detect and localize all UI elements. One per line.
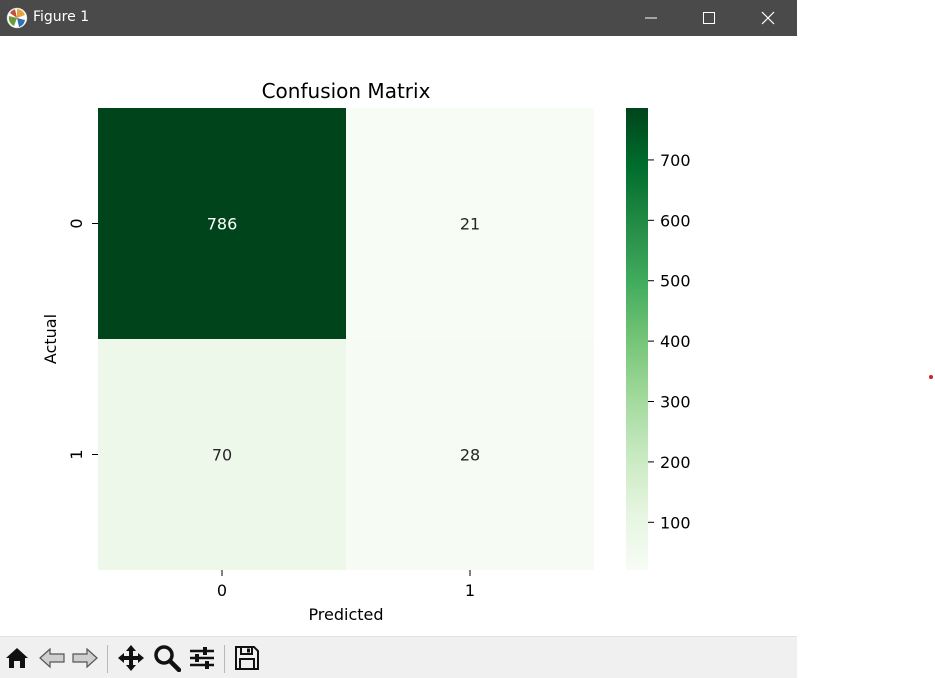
window-title: Figure 1 xyxy=(33,9,90,25)
zoom-button[interactable] xyxy=(152,643,182,673)
colorbar xyxy=(626,108,648,570)
toolbar-separator xyxy=(224,645,225,673)
back-button[interactable] xyxy=(37,643,67,673)
magnifier-icon xyxy=(154,645,181,672)
sliders-icon xyxy=(190,647,214,669)
y-tick-label: 1 xyxy=(67,449,86,459)
colorbar-tick-label: 700 xyxy=(660,151,691,170)
close-icon xyxy=(761,11,775,25)
colorbar-tick-label: 500 xyxy=(660,272,691,291)
forward-arrow-icon xyxy=(72,647,98,669)
y-axis: 01 xyxy=(67,218,98,460)
cell-value-label: 28 xyxy=(460,446,480,465)
home-button[interactable] xyxy=(2,643,32,673)
back-arrow-icon xyxy=(39,647,65,669)
x-axis-label: Predicted xyxy=(308,605,383,624)
home-icon xyxy=(6,648,28,668)
y-tick-label: 0 xyxy=(67,218,86,228)
maximize-button[interactable] xyxy=(680,0,738,36)
title-bar[interactable]: Figure 1 xyxy=(0,0,797,36)
colorbar-tick-label: 600 xyxy=(660,211,691,230)
colorbar-tick-label: 300 xyxy=(660,393,691,412)
colorbar-tick-label: 400 xyxy=(660,332,691,351)
chart-title: Confusion Matrix xyxy=(262,79,431,103)
marker-dot xyxy=(929,375,933,379)
floppy-disk-icon xyxy=(235,646,259,670)
heatmap-cell xyxy=(98,339,346,570)
matplotlib-icon xyxy=(6,7,28,29)
configure-subplots-button[interactable] xyxy=(187,643,217,673)
cell-value-label: 21 xyxy=(460,215,480,234)
x-tick-label: 1 xyxy=(465,581,475,600)
heatmap: 786 21 70 28 xyxy=(98,108,594,570)
heatmap-cell xyxy=(346,339,594,570)
heatmap-cell xyxy=(346,108,594,339)
colorbar-ticks: 100 200 300 400 500 600 700 xyxy=(648,151,691,532)
minimize-icon xyxy=(645,17,657,19)
close-button[interactable] xyxy=(739,0,797,36)
toolbar-separator xyxy=(107,645,108,673)
pan-button[interactable] xyxy=(116,643,146,673)
colorbar-tick-label: 200 xyxy=(660,453,691,472)
maximize-icon xyxy=(703,12,715,24)
minimize-button[interactable] xyxy=(622,0,680,36)
save-button[interactable] xyxy=(232,643,262,673)
y-axis-label: Actual xyxy=(41,314,60,364)
colorbar-tick-label: 100 xyxy=(660,513,691,532)
x-tick-label: 0 xyxy=(217,581,227,600)
navigation-toolbar xyxy=(0,636,797,678)
move-icon xyxy=(118,645,144,671)
cell-value-label: 786 xyxy=(207,215,238,234)
forward-button[interactable] xyxy=(70,643,100,673)
cell-value-label: 70 xyxy=(212,446,232,465)
heatmap-cell xyxy=(98,108,346,339)
